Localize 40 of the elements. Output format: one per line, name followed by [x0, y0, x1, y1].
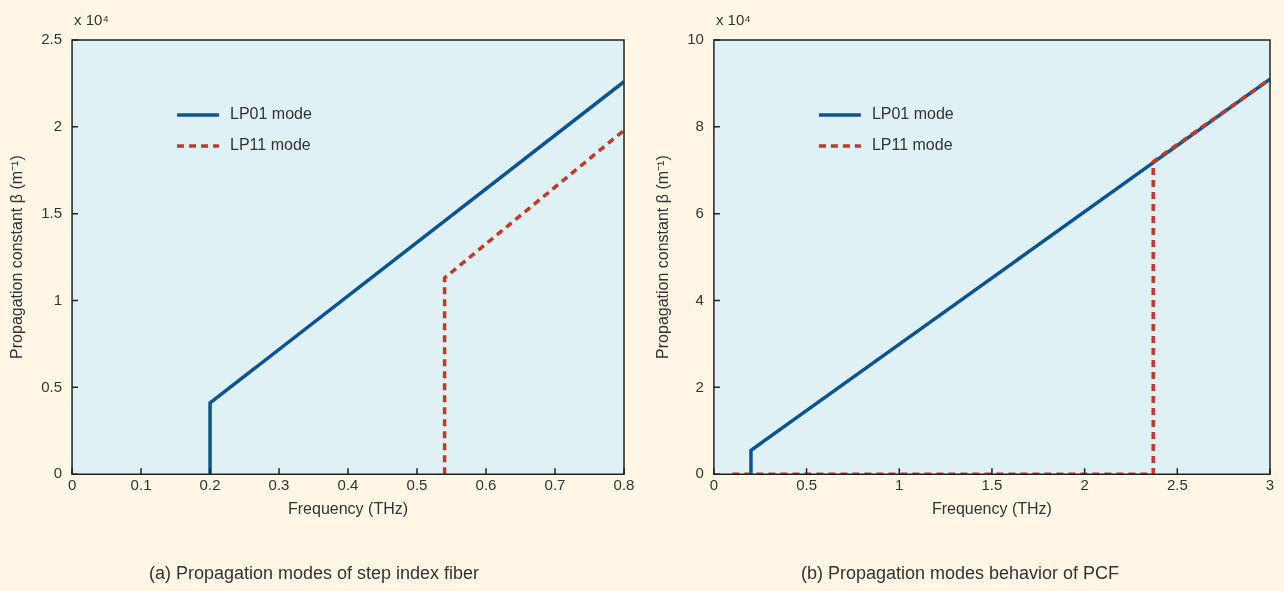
x-tick-label: 2.5	[1166, 476, 1188, 494]
x-axis-title: Frequency (THz)	[288, 500, 409, 518]
x-tick-label: 3	[1265, 476, 1275, 494]
y-tick-label: 1.5	[41, 203, 63, 221]
y-tick-label: 4	[695, 290, 704, 308]
y-tick-label: 0.5	[41, 377, 63, 395]
text: (b) Propagation modes behavior of PCF	[800, 563, 1120, 584]
legend-label: LP11 mode	[230, 136, 311, 154]
y-tick-label: 0	[695, 464, 704, 482]
x-tick-label: 2	[1080, 476, 1089, 494]
text: x 10⁴	[715, 10, 751, 28]
x-tick-label: 1	[895, 476, 904, 494]
x-tick-label: 0.2	[199, 476, 221, 494]
y-tick-label: 10	[687, 30, 704, 48]
x-tick-label: 0	[709, 476, 719, 494]
x-tick-label: 0.3	[268, 476, 290, 494]
y-axis-title: Propagation constant β (m⁻¹)	[654, 155, 672, 359]
y-tick-label: 8	[695, 116, 704, 134]
x-tick-label: 0.5	[796, 476, 817, 494]
legend-label: LP11 mode	[871, 136, 953, 154]
x-tick-label: 0.7	[544, 476, 566, 494]
legend-label: LP01 mode	[871, 105, 954, 123]
legend-label: LP01 mode	[230, 105, 312, 123]
y-tick-label: 2	[695, 377, 704, 395]
x-tick-label: 0.4	[337, 476, 359, 494]
y-tick-label: 1	[53, 290, 63, 308]
y-tick-label: 6	[695, 203, 704, 221]
y-tick-label: 2.5	[41, 30, 63, 48]
x-tick-label: 0.6	[475, 476, 497, 494]
x-tick-label: 0.5	[406, 476, 428, 494]
text: (a) Propagation modes of step index fiber	[148, 563, 480, 584]
text: x 10⁴	[74, 10, 109, 28]
x-tick-label: 1.5	[981, 476, 1003, 494]
x-tick-label: 0.1	[130, 476, 152, 494]
y-tick-label: 0	[53, 464, 63, 482]
x-tick-label: 0	[67, 476, 77, 494]
x-axis-title: Frequency (THz)	[931, 500, 1052, 518]
y-tick-label: 2	[53, 116, 63, 134]
y-axis-title: Propagation constant β (m⁻¹)	[8, 155, 26, 359]
x-tick-label: 0.8	[613, 476, 635, 494]
